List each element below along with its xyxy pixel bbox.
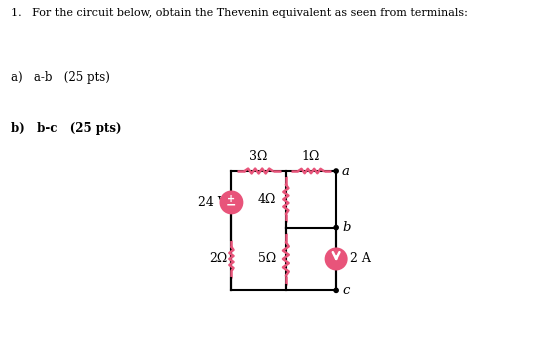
Text: 4Ω: 4Ω — [258, 193, 276, 206]
Text: 5Ω: 5Ω — [258, 252, 276, 266]
Text: 3Ω: 3Ω — [249, 150, 268, 163]
Circle shape — [334, 225, 338, 230]
Text: a)   a-b   (25 pts): a) a-b (25 pts) — [11, 70, 110, 84]
Text: a: a — [342, 164, 350, 178]
Text: 1.   For the circuit below, obtain the Thevenin equivalent as seen from terminal: 1. For the circuit below, obtain the The… — [11, 8, 468, 18]
Text: b: b — [342, 221, 351, 234]
Text: −: − — [226, 199, 236, 212]
Circle shape — [326, 248, 347, 269]
Circle shape — [334, 169, 338, 173]
Circle shape — [220, 192, 243, 213]
Circle shape — [334, 288, 338, 292]
Text: 1Ω: 1Ω — [302, 150, 320, 163]
Text: c: c — [342, 284, 349, 297]
Text: +: + — [228, 194, 235, 204]
Text: 24 V: 24 V — [198, 196, 227, 209]
Text: 2 A: 2 A — [350, 252, 371, 266]
Text: 2Ω: 2Ω — [209, 252, 227, 266]
Text: b)   b-c   (25 pts): b) b-c (25 pts) — [11, 122, 122, 135]
